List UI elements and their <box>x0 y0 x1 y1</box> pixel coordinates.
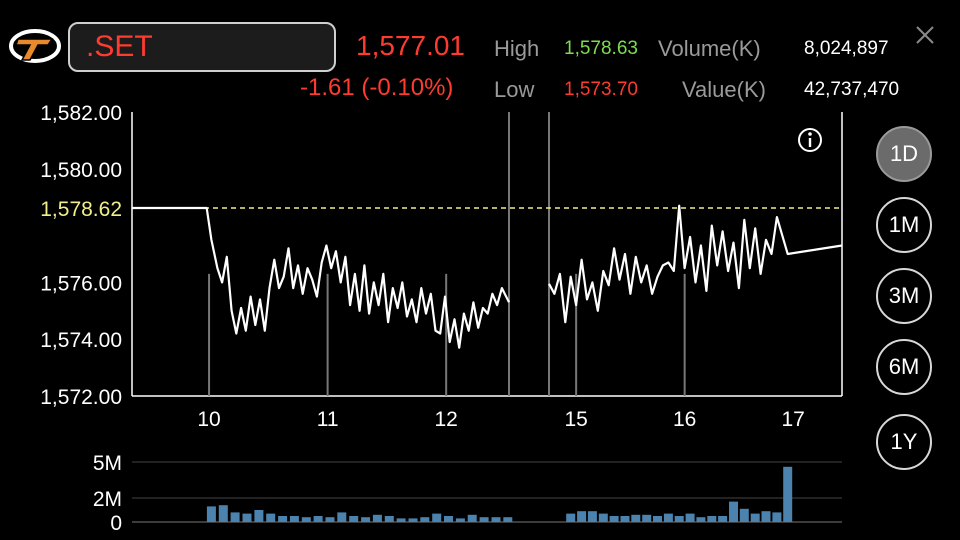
value-value: 42,737,470 <box>804 79 900 100</box>
volume-bar <box>408 518 418 522</box>
volume-bar <box>674 516 684 522</box>
volume-bar <box>653 516 662 522</box>
volume-bar <box>739 508 749 522</box>
volume-bar <box>718 516 728 522</box>
volume-bar <box>242 513 252 522</box>
symbol-text: .SET <box>86 30 153 63</box>
high-value: 1,578.63 <box>564 38 638 59</box>
volume-bar <box>455 518 465 522</box>
volume-bar <box>289 516 299 522</box>
volume-bar <box>301 517 311 522</box>
x-tick-label: 16 <box>673 408 696 431</box>
volume-bar <box>384 516 394 522</box>
x-tick-label: 15 <box>564 408 587 431</box>
x-tick-label: 11 <box>317 408 339 431</box>
volume-bar <box>783 466 793 522</box>
volume-tick-label: 2M <box>93 488 122 511</box>
volume-bar <box>761 511 771 522</box>
volume-bar <box>313 516 323 522</box>
volume-value: 8,024,897 <box>804 38 889 59</box>
volume-bar <box>349 516 359 522</box>
low-label: Low <box>494 77 535 102</box>
volume-bar <box>432 513 442 522</box>
y-tick-label: 1,572.00 <box>40 386 122 409</box>
volume-tick-label: 5M <box>93 452 122 475</box>
price-change: -1.61 (-0.10%) <box>300 74 454 101</box>
volume-bar <box>685 513 695 522</box>
volume-bar <box>598 513 608 522</box>
y-tick-label: 1,580.00 <box>40 159 122 182</box>
volume-bar <box>218 505 228 522</box>
y-tick-label: 1,574.00 <box>40 329 122 352</box>
volume-bar <box>631 514 641 522</box>
range-button-1m[interactable]: 1M <box>876 197 932 253</box>
x-tick-label: 12 <box>434 408 457 431</box>
volume-bar <box>467 514 477 522</box>
volume-bar <box>361 517 371 522</box>
volume-bar <box>609 516 619 522</box>
volume-bar <box>566 513 576 522</box>
volume-bar <box>587 511 597 522</box>
low-value: 1,573.70 <box>564 79 638 100</box>
x-tick-label: 17 <box>781 408 804 431</box>
volume-bar <box>396 518 406 522</box>
volume-bar <box>206 506 216 522</box>
volume-bar <box>266 513 276 522</box>
close-icon[interactable] <box>910 20 940 50</box>
volume-bar <box>577 511 587 522</box>
range-button-1y[interactable]: 1Y <box>876 414 932 470</box>
volume-bar <box>503 517 513 522</box>
volume-bar <box>479 517 489 522</box>
volume-bar <box>729 501 738 522</box>
last-price: 1,577.01 <box>356 30 465 61</box>
volume-bar <box>491 517 501 522</box>
volume-bar <box>620 516 630 522</box>
previous-close-label: 1,578.62 <box>40 198 122 221</box>
volume-label: Volume(K) <box>658 36 761 61</box>
range-button-1d[interactable]: 1D <box>876 126 932 182</box>
set-logo <box>9 29 61 63</box>
volume-bar <box>772 512 782 522</box>
symbol-search-box[interactable] <box>68 22 336 72</box>
price-line-morning <box>132 206 510 349</box>
volume-bar <box>337 512 347 522</box>
volume-bar <box>750 513 760 522</box>
volume-bar <box>325 517 335 522</box>
price-line-afternoon <box>548 204 843 324</box>
volume-bar <box>663 513 673 522</box>
volume-bar <box>642 514 652 522</box>
volume-bar <box>707 516 717 522</box>
info-icon[interactable] <box>798 128 822 152</box>
volume-bar <box>254 510 264 522</box>
volume-bar <box>278 516 288 522</box>
y-tick-label: 1,576.00 <box>40 272 122 295</box>
volume-bar <box>696 517 706 522</box>
range-button-6m[interactable]: 6M <box>876 339 932 395</box>
volume-bar <box>230 512 240 522</box>
high-label: High <box>494 36 540 61</box>
y-tick-label: 1,582.00 <box>40 102 122 125</box>
value-label: Value(K) <box>682 77 766 102</box>
volume-tick-label: 0 <box>110 512 122 535</box>
volume-bar <box>444 516 453 522</box>
range-button-3m[interactable]: 3M <box>876 268 932 324</box>
volume-bar <box>420 517 430 522</box>
x-tick-label: 10 <box>197 408 220 431</box>
volume-bar <box>372 514 382 522</box>
